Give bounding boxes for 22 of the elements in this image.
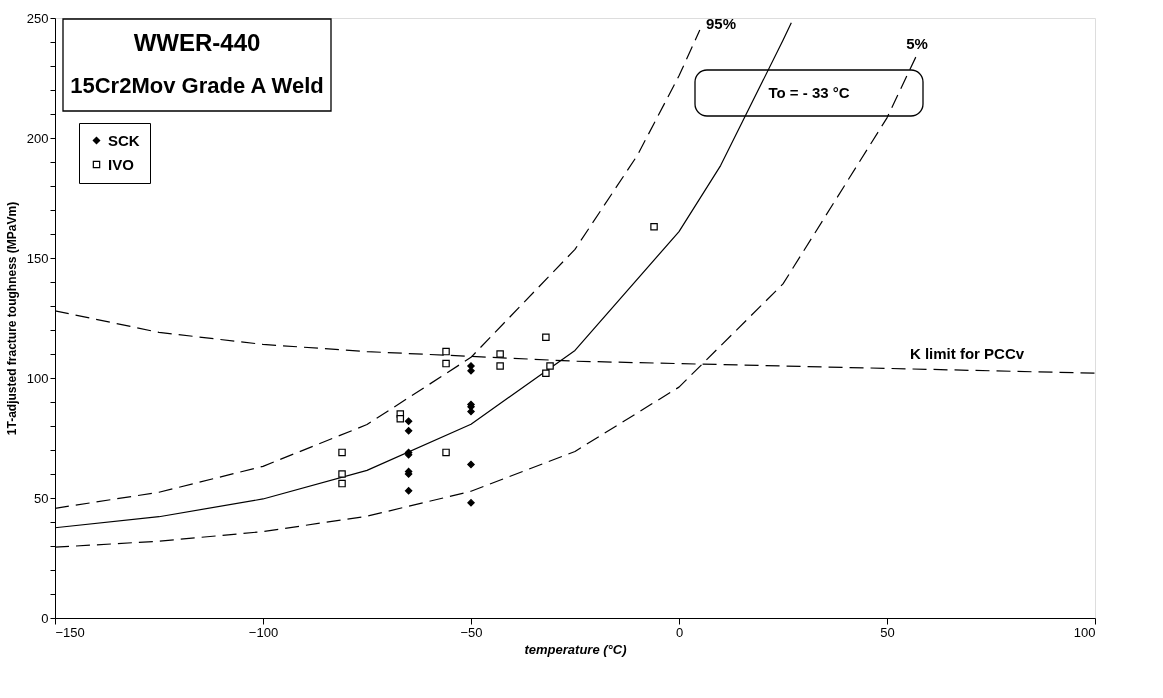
annotation: 5% xyxy=(906,35,928,52)
y-tick-label: 0 xyxy=(41,610,49,626)
legend-label: SCK xyxy=(108,131,140,149)
chart-title: WWER-440 xyxy=(133,29,261,56)
y-tick-label: 200 xyxy=(26,130,49,146)
y-tick-label: 100 xyxy=(26,370,49,386)
x-tick-label: 100 xyxy=(1073,624,1096,640)
annotation: To = - 33 °C xyxy=(768,84,850,101)
x-tick-label: −100 xyxy=(248,624,279,640)
annotation: K limit for PCCv xyxy=(909,345,1025,362)
annotation: 95% xyxy=(705,15,737,32)
legend-label: IVO xyxy=(108,155,135,173)
x-tick-label: 0 xyxy=(675,624,684,640)
x-tick-label: −50 xyxy=(460,624,483,640)
x-tick-label: 50 xyxy=(880,624,895,640)
x-axis-title: temperature (°C) xyxy=(524,641,627,657)
y-tick-label: 250 xyxy=(26,10,49,26)
y-tick-label: 50 xyxy=(34,490,49,506)
y-axis-title: 1T-adjusted fracture toughness (MPaVm) xyxy=(4,201,19,436)
x-tick-label: −150 xyxy=(55,624,85,640)
y-tick-label: 150 xyxy=(26,250,49,266)
text: 15Cr2Mov Grade A Weld xyxy=(70,73,324,98)
